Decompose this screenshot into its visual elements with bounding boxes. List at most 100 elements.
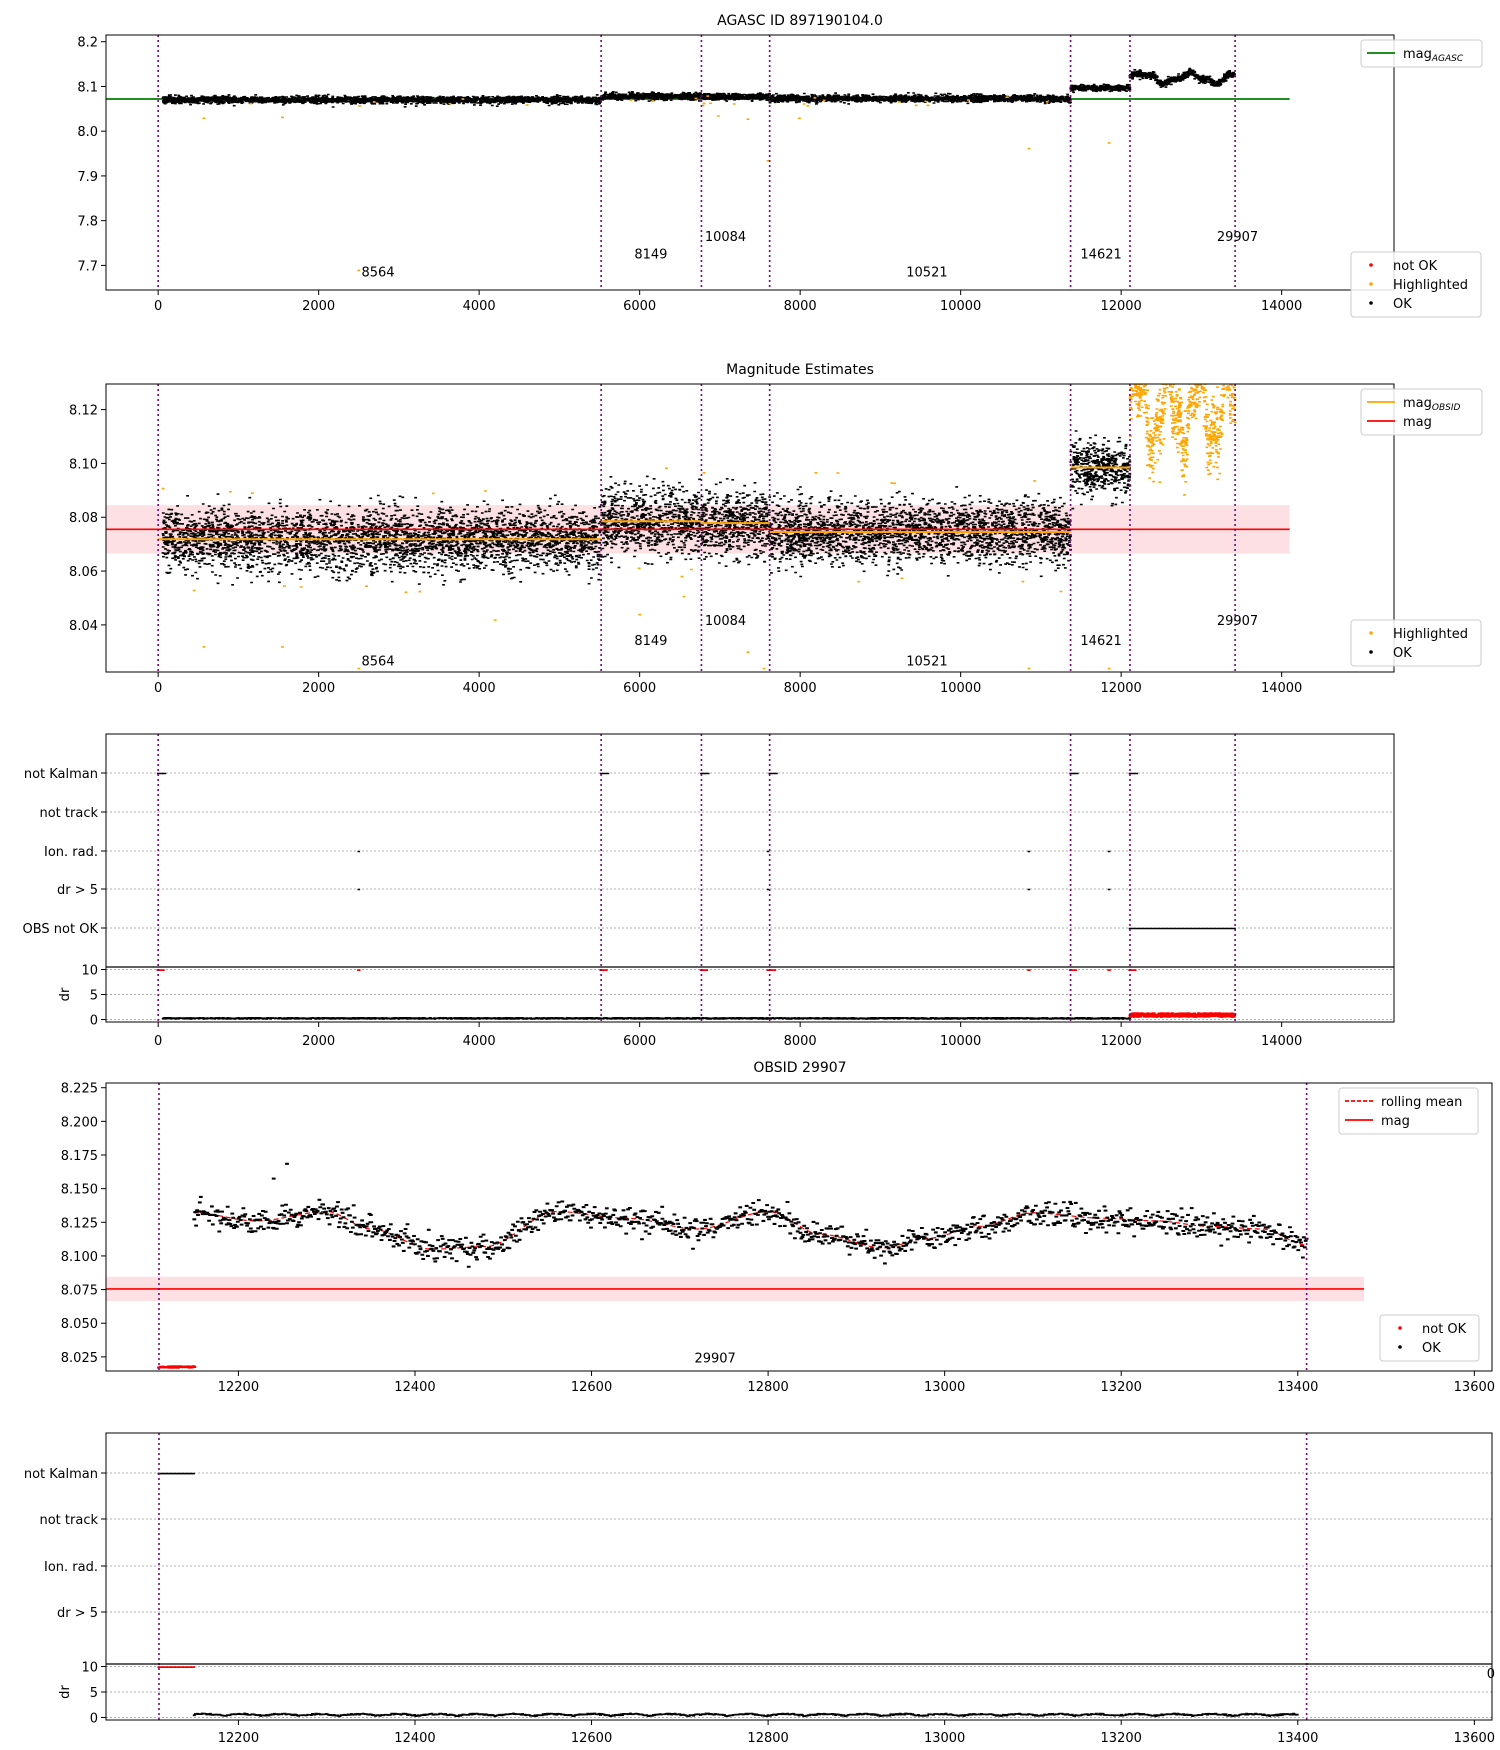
- p4-plot-area: [106, 1083, 1492, 1371]
- legend-label: OK: [1422, 1341, 1441, 1356]
- obsid-label: 14621: [1080, 248, 1121, 263]
- y-tick-label: 8.075: [61, 1284, 98, 1299]
- p5-x-axis: 12200 12400 12600 12800 13000 13200 13400 13600: [218, 1720, 1495, 1746]
- obsid-label: 10084: [705, 230, 746, 245]
- legend-marker-swatch: [1369, 631, 1373, 635]
- p1-y-axis: 7.7 7.8 7.9 8.0 8.1 8.2: [77, 36, 106, 274]
- dr-tick-label: 10: [81, 1661, 98, 1676]
- dr-not-ok-points: [1128, 1012, 1237, 1018]
- x-tick-label: 12400: [394, 1380, 435, 1395]
- x-tick-label: 6000: [623, 1034, 656, 1049]
- p2-y-axis: 8.04 8.06 8.08 8.10 8.12: [69, 404, 106, 634]
- y-tick-label: 8.08: [69, 511, 98, 526]
- x-tick-label: 2000: [302, 299, 335, 314]
- obsid-label: 10521: [906, 266, 947, 281]
- legend-bottom: not OK OK: [1379, 1314, 1480, 1362]
- x-tick-label: 13200: [1101, 1380, 1142, 1395]
- x-tick-label: 13600: [1454, 1731, 1495, 1746]
- y-tick-label: 7.7: [77, 259, 98, 274]
- p4-y-axis: 8.025 8.050 8.075 8.100 8.125 8.150 8.175 8.200…: [61, 1082, 106, 1366]
- dr-axis-label: dr: [58, 987, 73, 1001]
- x-tick-label: 13600: [1454, 1380, 1495, 1395]
- legend-label: rolling mean: [1381, 1095, 1462, 1110]
- y-tick-label: 8.025: [61, 1351, 98, 1366]
- x-tick-label: 0: [154, 681, 162, 696]
- legend-frame: [1379, 1314, 1480, 1362]
- x-tick-label: 12000: [1100, 1034, 1141, 1049]
- y-tick-label: 8.12: [69, 404, 98, 419]
- highlighted-points: [202, 95, 1111, 272]
- panel-title: OBSID 29907: [753, 1060, 846, 1076]
- panel-p4: 29907 12200 12400 12600 12800 13000 13200 13400…: [61, 1060, 1495, 1395]
- x-tick-label: 12600: [571, 1380, 612, 1395]
- p4-x-axis: 12200 12400 12600 12800 13000 13200 13400 13600: [218, 1371, 1495, 1395]
- p4-frame: [105, 1082, 1493, 1372]
- not-ok-points: [157, 1365, 197, 1369]
- highlighted-points: [161, 384, 1237, 670]
- legend-label: Highlighted: [1393, 278, 1468, 293]
- p2-frame: [105, 383, 1395, 673]
- p3-x-axis: 0 2000 4000 6000 8000 10000 12000 14000: [154, 1022, 1302, 1049]
- x-tick-label: 4000: [463, 1034, 496, 1049]
- p1-x-axis: 0 2000 4000 6000 8000 10000 12000 14000: [154, 290, 1302, 314]
- y-tick-label: 8.06: [69, 565, 98, 580]
- p2-x-axis: 0 2000 4000 6000 8000 10000 12000 14000: [154, 672, 1302, 696]
- legend-frame: [1360, 388, 1483, 436]
- legend-label: not OK: [1422, 1322, 1467, 1337]
- legend-frame: [1360, 39, 1483, 68]
- dr-tick-label: 5: [90, 989, 98, 1004]
- rolling-mean-line: [194, 1210, 1307, 1250]
- y-tick-label: 8.125: [61, 1216, 98, 1231]
- obsid-label: 14621: [1080, 634, 1121, 649]
- dr-not-ok-points: [156, 969, 1137, 972]
- y-tick-label: 7.8: [77, 215, 98, 230]
- x-tick-label: 13000: [924, 1380, 965, 1395]
- legend-marker-swatch: [1398, 1345, 1402, 1349]
- legend-marker-swatch: [1369, 301, 1373, 305]
- x-tick-label: 6000: [623, 681, 656, 696]
- legend-label: OK: [1393, 646, 1412, 661]
- x-tick-label: 12400: [394, 1731, 435, 1746]
- panel-title: Magnitude Estimates: [726, 362, 874, 378]
- legend-marker-swatch: [1398, 1326, 1402, 1330]
- dr-ok-points: [161, 1017, 1132, 1020]
- flag-points: [157, 1472, 195, 1475]
- y-tick-label: 8.225: [61, 1082, 98, 1097]
- x-tick-label: 12800: [747, 1380, 788, 1395]
- legend-marker-swatch: [1369, 282, 1373, 286]
- dr-tick-label: 0: [90, 1014, 98, 1029]
- p1-plot-area: [106, 35, 1394, 290]
- y-tick-label: 8.100: [61, 1250, 98, 1265]
- stray-tick-label: 0: [1487, 1667, 1495, 1682]
- y-tick-label: 8.1: [77, 80, 98, 95]
- y-tick-label: 8.04: [69, 619, 98, 634]
- x-tick-label: 14000: [1261, 299, 1302, 314]
- legend-label: Highlighted: [1393, 627, 1468, 642]
- ok-points: [192, 1162, 1309, 1268]
- x-tick-label: 14000: [1261, 681, 1302, 696]
- p3-frame: [105, 733, 1395, 1023]
- legend-label: mag: [1381, 1114, 1410, 1129]
- ok-points: [161, 67, 1237, 108]
- flag-row-label: not Kalman: [24, 1467, 98, 1482]
- obsid-label: 10521: [906, 654, 947, 669]
- y-tick-label: 8.150: [61, 1183, 98, 1198]
- legend-marker-swatch: [1369, 650, 1373, 654]
- legend-label: mag: [1403, 415, 1432, 430]
- legend-frame: [1350, 619, 1482, 667]
- dr-not-ok-points: [157, 1666, 195, 1668]
- legend-marker-swatch: [1369, 263, 1373, 267]
- x-tick-label: 13000: [924, 1731, 965, 1746]
- x-tick-label: 10000: [940, 1034, 981, 1049]
- p5-data: [106, 1433, 1492, 1720]
- flag-row-label: not Kalman: [24, 767, 98, 782]
- x-tick-label: 8000: [784, 681, 817, 696]
- x-tick-label: 12000: [1100, 299, 1141, 314]
- flag-row-label: not track: [39, 806, 98, 821]
- p1-frame: [105, 34, 1395, 291]
- legend-bottom: Highlighted OK: [1350, 619, 1482, 667]
- x-tick-label: 12200: [218, 1380, 259, 1395]
- x-tick-label: 12000: [1100, 681, 1141, 696]
